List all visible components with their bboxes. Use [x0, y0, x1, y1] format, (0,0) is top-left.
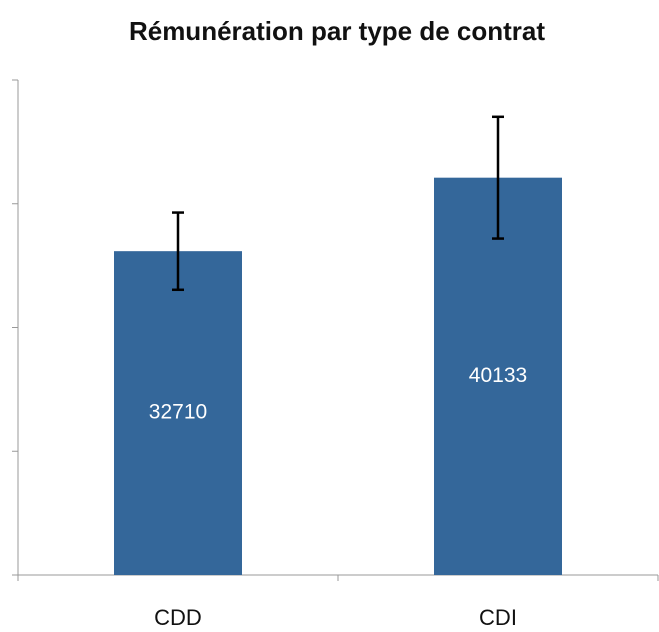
bar [114, 251, 242, 575]
data-label: 32710 [149, 401, 207, 424]
chart-title: Rémunération par type de contrat [129, 16, 545, 46]
data-label: 40133 [469, 364, 527, 387]
x-tick-label: CDD [154, 605, 202, 630]
error-bar [172, 211, 184, 292]
bar [434, 177, 562, 576]
error-bar [492, 115, 504, 240]
x-tick-label: CDI [479, 605, 517, 630]
